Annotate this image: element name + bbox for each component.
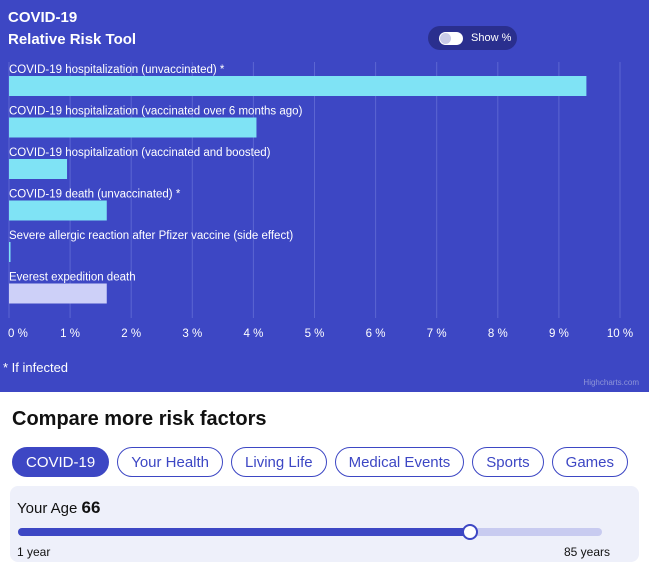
bar <box>9 159 68 179</box>
x-tick-label: 0 % <box>8 328 28 340</box>
slider-min-label: 1 year <box>17 545 51 559</box>
age-value: 66 <box>81 498 101 517</box>
tab-living-life[interactable]: Living Life <box>231 447 327 477</box>
risk-bar-chart: COVID-19 hospitalization (unvaccinated) … <box>8 62 633 340</box>
slider-max-label: 85 years <box>563 545 610 559</box>
compare-title: Compare more risk factors <box>12 408 267 430</box>
chart-credits[interactable]: Highcharts.com <box>583 378 639 387</box>
age-slider-fill <box>18 528 470 536</box>
age-slider-track[interactable] <box>18 524 602 540</box>
chart-subtitle: Relative Risk Tool <box>8 31 137 48</box>
category-label: Severe allergic reaction after Pfizer va… <box>9 230 293 242</box>
x-tick-label: 1 % <box>60 328 80 340</box>
tab-sports[interactable]: Sports <box>472 447 544 477</box>
bar <box>9 242 11 262</box>
chart-title: COVID-19 <box>8 9 78 26</box>
bar <box>9 283 107 304</box>
age-label: Your Age 66 <box>17 498 100 518</box>
chart-footnote: * If infected <box>3 360 69 375</box>
x-tick-label: 4 % <box>243 328 263 340</box>
chart-panel: COVID-19 hospitalization (unvaccinated) … <box>0 0 649 392</box>
bar <box>9 117 257 138</box>
category-label: COVID-19 hospitalization (unvaccinated) … <box>9 64 225 76</box>
x-tick-label: 10 % <box>607 328 633 340</box>
category-label: Everest expedition death <box>9 272 136 284</box>
tab-your-health[interactable]: Your Health <box>117 447 224 477</box>
category-label: COVID-19 hospitalization (vaccinated ove… <box>9 106 303 118</box>
show-percent-toggle[interactable]: Show % <box>428 26 517 50</box>
age-slider-thumb[interactable] <box>461 524 478 540</box>
x-tick-label: 5 % <box>305 328 325 340</box>
category-label: COVID-19 hospitalization (vaccinated and… <box>9 147 271 159</box>
tab-games[interactable]: Games <box>551 447 629 477</box>
category-label: COVID-19 death (unvaccinated) * <box>9 189 181 201</box>
toggle-label: Show % <box>471 32 512 44</box>
bar <box>9 76 587 96</box>
x-tick-label: 9 % <box>549 328 569 340</box>
bar <box>9 200 107 221</box>
tab-medical-events[interactable]: Medical Events <box>334 447 465 477</box>
x-tick-label: 7 % <box>427 328 447 340</box>
age-selector: Your Age 66 1 year 85 years <box>10 486 639 562</box>
age-label-text: Your Age <box>17 500 78 517</box>
x-tick-label: 2 % <box>121 328 141 340</box>
toggle-knob <box>440 32 451 44</box>
tab-covid-19[interactable]: COVID-19 <box>12 447 110 477</box>
compare-panel: Compare more risk factors COVID-19 Your H… <box>0 392 649 564</box>
x-tick-label: 8 % <box>488 328 508 340</box>
toggle-switch[interactable] <box>439 31 463 45</box>
x-tick-label: 6 % <box>366 328 386 340</box>
risk-category-tabs: COVID-19 Your Health Living Life Medical Ev… <box>12 447 629 477</box>
x-tick-label: 3 % <box>182 328 202 340</box>
